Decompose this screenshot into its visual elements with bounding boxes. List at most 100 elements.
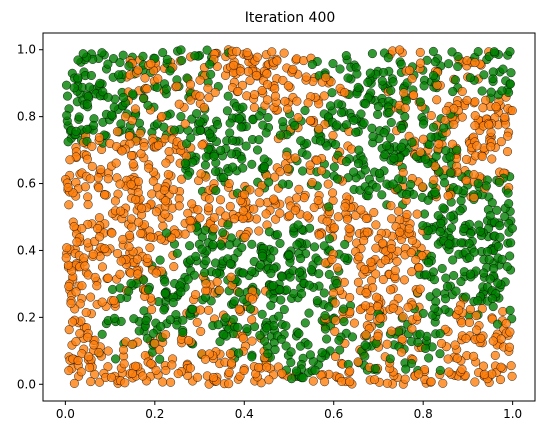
data-point <box>192 109 202 119</box>
data-point <box>406 248 416 258</box>
data-point <box>227 135 237 146</box>
data-point <box>224 367 234 377</box>
data-point <box>195 213 205 223</box>
data-point <box>137 203 147 213</box>
data-point <box>404 224 414 234</box>
data-point <box>332 279 342 289</box>
data-point <box>275 238 285 248</box>
data-point <box>201 152 211 162</box>
data-point <box>233 322 243 332</box>
data-point <box>302 211 312 221</box>
data-point <box>178 327 188 338</box>
data-point <box>131 361 141 371</box>
data-point <box>447 47 457 57</box>
data-point <box>486 142 496 152</box>
data-point <box>183 274 193 284</box>
data-point <box>172 248 182 258</box>
data-point <box>156 321 166 332</box>
data-point <box>176 111 186 122</box>
data-point <box>505 327 515 337</box>
data-point <box>389 153 399 163</box>
data-point <box>239 189 249 200</box>
data-point <box>407 74 417 84</box>
data-point <box>400 112 410 122</box>
data-point <box>261 128 271 138</box>
data-point <box>469 351 479 361</box>
data-point <box>266 300 276 311</box>
data-point <box>420 343 431 354</box>
data-point <box>486 87 496 97</box>
data-point <box>394 206 404 216</box>
data-point <box>95 78 105 88</box>
data-point <box>87 161 97 171</box>
data-point <box>505 47 515 57</box>
data-point <box>415 329 425 339</box>
data-point <box>305 116 315 126</box>
data-point <box>294 267 304 277</box>
data-point <box>229 60 239 70</box>
data-point <box>282 104 293 114</box>
data-point <box>169 262 179 272</box>
data-point <box>185 241 195 251</box>
data-point <box>210 166 221 177</box>
data-point <box>206 69 216 79</box>
data-point <box>373 109 383 120</box>
data-point <box>337 376 347 386</box>
data-point <box>164 146 174 157</box>
data-point <box>266 253 276 263</box>
data-point <box>465 73 475 83</box>
data-point <box>195 75 205 85</box>
data-point <box>385 133 395 143</box>
data-point <box>238 163 248 173</box>
data-point <box>470 97 480 107</box>
data-point <box>218 228 228 238</box>
data-point <box>378 238 388 248</box>
data-point <box>254 135 264 145</box>
data-point <box>278 117 288 127</box>
data-point <box>360 340 370 350</box>
data-point <box>139 93 149 104</box>
data-point <box>115 269 125 279</box>
data-point <box>212 120 223 130</box>
data-point <box>67 317 78 327</box>
data-point <box>114 70 124 80</box>
data-point <box>62 91 73 101</box>
data-point <box>322 216 332 226</box>
data-point <box>63 137 73 147</box>
data-point <box>489 263 499 274</box>
data-point <box>155 354 165 364</box>
data-point <box>462 56 472 66</box>
data-point <box>307 59 317 70</box>
data-point <box>473 178 483 188</box>
data-point <box>178 315 188 325</box>
data-point <box>201 279 211 289</box>
data-point <box>368 283 378 293</box>
data-point <box>443 191 453 201</box>
data-point <box>374 168 385 178</box>
data-point <box>261 209 271 219</box>
x-tick-label: 0.6 <box>324 407 343 421</box>
x-tick-label: 0.8 <box>414 407 433 421</box>
data-point <box>84 352 94 362</box>
data-point <box>242 48 252 58</box>
data-point <box>185 79 196 89</box>
data-point <box>126 150 137 161</box>
data-point <box>315 136 326 146</box>
data-point <box>61 253 71 263</box>
data-point <box>278 75 288 85</box>
data-point <box>360 301 371 311</box>
data-point <box>441 273 451 283</box>
data-point <box>299 193 309 203</box>
data-point <box>203 83 213 93</box>
data-point <box>196 326 206 336</box>
data-point <box>382 378 392 388</box>
data-point <box>385 354 395 364</box>
data-point <box>444 367 454 377</box>
data-point <box>493 278 503 288</box>
data-point <box>80 182 90 192</box>
data-point <box>496 137 506 147</box>
data-point <box>328 188 338 198</box>
data-point <box>208 372 219 383</box>
data-point <box>106 372 116 382</box>
data-point <box>76 367 86 377</box>
